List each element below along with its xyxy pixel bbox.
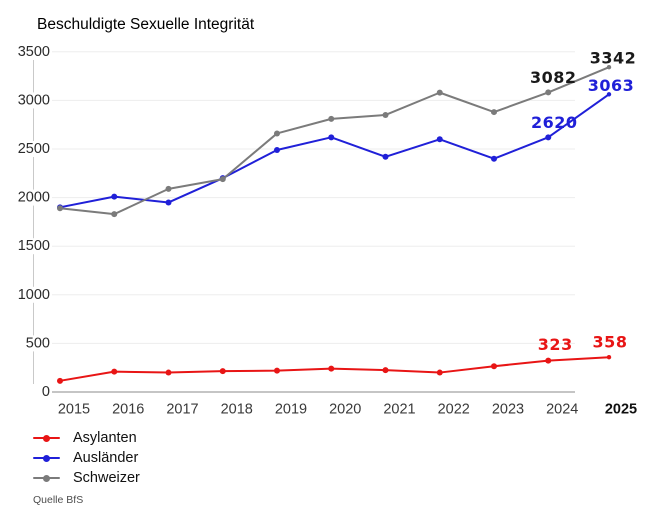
y-tick-label-halo xyxy=(13,189,52,206)
data-point-schweizer xyxy=(57,205,63,212)
data-point-asylanten xyxy=(436,369,443,376)
data-point-schweizer xyxy=(219,176,226,183)
y-tick-label-halo xyxy=(13,141,52,157)
data-point-ausländer xyxy=(382,153,389,160)
x-tick-label: 2021 xyxy=(383,402,415,418)
data-point-schweizer xyxy=(165,185,172,192)
y-tick-label: 500 xyxy=(26,335,50,351)
data-point-schweizer xyxy=(545,89,552,96)
y-tick-label-halo xyxy=(13,238,52,255)
chart-legend: Asylanten Ausländer Schweizer xyxy=(33,428,140,488)
data-point-ausländer xyxy=(545,134,552,141)
y-tick-label: 1000 xyxy=(18,287,50,303)
y-tick-label-halo xyxy=(13,286,52,303)
data-point-asylanten xyxy=(382,367,389,374)
y-tick-label: 3500 xyxy=(18,44,50,60)
data-point-schweizer xyxy=(274,130,280,137)
data-label: 2620 xyxy=(531,113,578,132)
data-point-ausländer xyxy=(491,155,497,162)
data-label: 358 xyxy=(593,333,628,352)
data-point-schweizer xyxy=(491,109,497,116)
y-tick-label-halo xyxy=(13,43,52,60)
x-tick-label: 2017 xyxy=(166,402,198,418)
data-point-asylanten xyxy=(491,363,497,370)
data-point-schweizer xyxy=(436,89,443,96)
y-tick-label: 2500 xyxy=(18,141,50,157)
x-tick-label: 2023 xyxy=(492,402,524,418)
legend-label-auslaender: Ausländer xyxy=(73,450,139,466)
legend-item-schweizer: Schweizer xyxy=(33,468,140,488)
legend-line-dot-marker-auslaender xyxy=(33,454,60,462)
x-tick-label: 2024 xyxy=(546,402,578,418)
x-tick-label: 2015 xyxy=(58,402,90,418)
data-label: 323 xyxy=(538,335,573,354)
chart-title: Beschuldigte Sexuelle Integrität xyxy=(37,16,255,33)
legend-item-auslaender: Ausländer xyxy=(33,448,140,468)
data-point-ausländer xyxy=(111,193,118,200)
y-tick-label-halo xyxy=(13,335,52,352)
x-tick-label: 2022 xyxy=(438,402,470,418)
data-point-ausländer xyxy=(328,134,335,141)
data-point-schweizer xyxy=(606,64,612,70)
series-line-schweizer xyxy=(59,66,610,216)
legend-label-schweizer: Schweizer xyxy=(73,470,140,486)
y-tick-label: 1500 xyxy=(18,238,50,254)
series-line-ausländer xyxy=(59,93,610,209)
data-label: 3063 xyxy=(588,76,635,95)
source-note: Quelle BfS xyxy=(33,494,84,506)
x-tick-label: 2025 xyxy=(605,402,637,418)
line-chart-plot: 0 500 1000 1500 2000 2500 3000 3500 2015 2016 2017… xyxy=(13,43,638,418)
data-point-asylanten xyxy=(57,377,63,384)
data-point-ausländer xyxy=(274,146,280,153)
data-point-schweizer xyxy=(111,211,118,218)
x-tick-label: 2018 xyxy=(221,402,253,418)
data-point-ausländer xyxy=(606,92,612,97)
x-tick-label: 2020 xyxy=(329,402,361,418)
data-point-schweizer xyxy=(382,111,389,118)
legend-label-asylanten: Asylanten xyxy=(73,430,137,446)
legend-line-dot-marker-schweizer xyxy=(33,474,60,482)
data-point-asylanten xyxy=(606,355,612,360)
y-tick-label: 0 xyxy=(42,384,50,400)
data-point-ausländer xyxy=(165,199,172,206)
data-point-asylanten xyxy=(219,368,226,375)
data-label: 3082 xyxy=(530,68,577,87)
data-point-ausländer xyxy=(436,136,443,143)
y-tick-label-halo xyxy=(13,384,52,400)
data-point-asylanten xyxy=(165,369,172,376)
x-tick-label: 2016 xyxy=(112,402,144,418)
y-tick-label: 2000 xyxy=(18,190,50,206)
legend-line-dot-marker-asylanten xyxy=(33,434,60,442)
x-tick-label: 2019 xyxy=(275,402,307,418)
legend-item-asylanten: Asylanten xyxy=(33,428,140,448)
series-line-asylanten xyxy=(59,356,610,382)
data-point-schweizer xyxy=(328,115,335,122)
y-tick-label: 3000 xyxy=(18,92,50,108)
data-point-asylanten xyxy=(545,357,552,364)
data-point-asylanten xyxy=(111,368,118,375)
y-tick-label-halo xyxy=(13,92,52,109)
data-point-asylanten xyxy=(274,367,280,374)
data-point-asylanten xyxy=(328,365,335,372)
data-label: 3342 xyxy=(590,49,637,68)
